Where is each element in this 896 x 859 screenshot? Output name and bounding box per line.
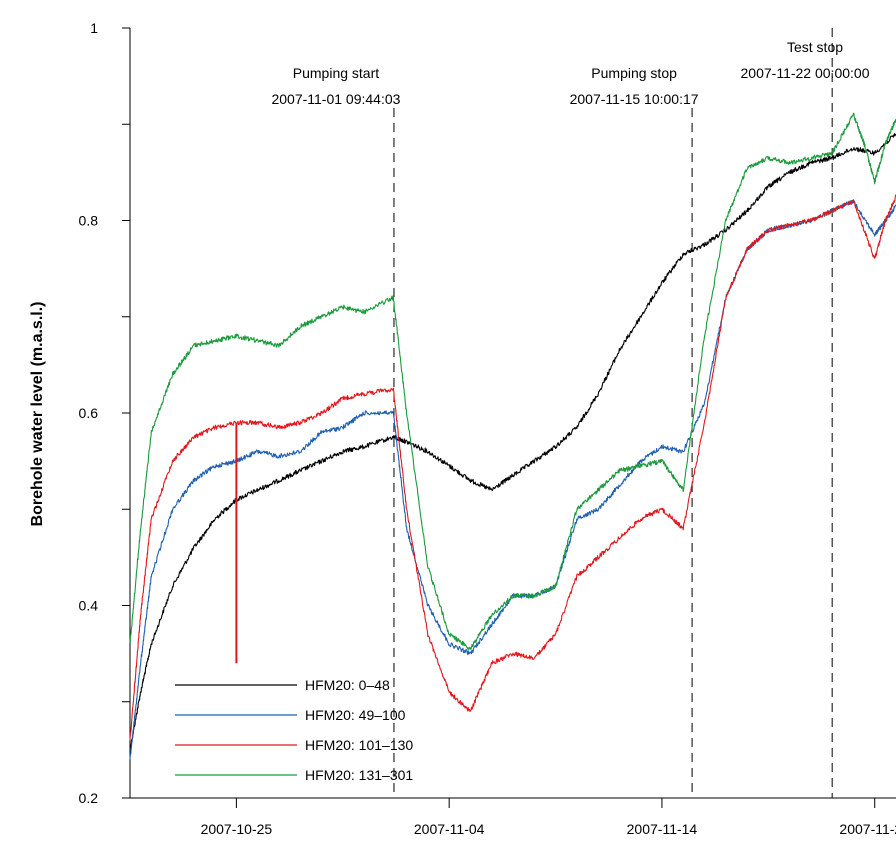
event-date-label: 2007-11-15 10:00:17: [570, 91, 699, 107]
series-line-3: [129, 194, 896, 741]
x-tick-label: 2007-10-25: [201, 821, 273, 837]
event-name: Test stop: [787, 39, 843, 55]
x-tick-label: 2007-11-14: [627, 821, 698, 837]
event-markers: Pumping start 2007-11-01 09:44:03 Pumping …: [271, 28, 870, 798]
y-tick-label: 1: [90, 20, 98, 36]
y-tick-label: 0.8: [79, 213, 99, 229]
event-name: Pumping start: [293, 65, 379, 81]
legend: HFM20: 0–48 HFM20: 49–100 HFM20: 101–130 HF…: [175, 677, 413, 783]
legend-label: HFM20: 0–48: [305, 677, 390, 693]
series-line-4: [129, 112, 896, 651]
legend-label: HFM20: 49–100: [305, 707, 406, 723]
y-tick-label: 0.6: [79, 405, 99, 421]
legend-label: HFM20: 101–130: [305, 737, 413, 753]
series-line-2: [129, 199, 896, 760]
y-tick-label: 0.2: [79, 790, 99, 806]
event-date-label: 2007-11-01 09:44:03: [271, 91, 400, 107]
series-line-1: [129, 133, 896, 751]
y-tick-label: 0.4: [79, 598, 99, 614]
y-axis-label: Borehole water level (m.a.s.l.): [29, 302, 46, 527]
legend-label: HFM20: 131–301: [305, 767, 413, 783]
event-name: Pumping stop: [591, 65, 677, 81]
axes: 0.2 0.4 0.6 0.8 1 2007-10-25 2007-11-04 2007-11…: [79, 20, 896, 837]
x-tick-label: 2007-11-24: [839, 821, 896, 837]
event-date-label: 2007-11-22 00:00:00: [741, 65, 870, 81]
series-lines: [129, 112, 896, 760]
x-tick-label: 2007-11-04: [414, 821, 485, 837]
